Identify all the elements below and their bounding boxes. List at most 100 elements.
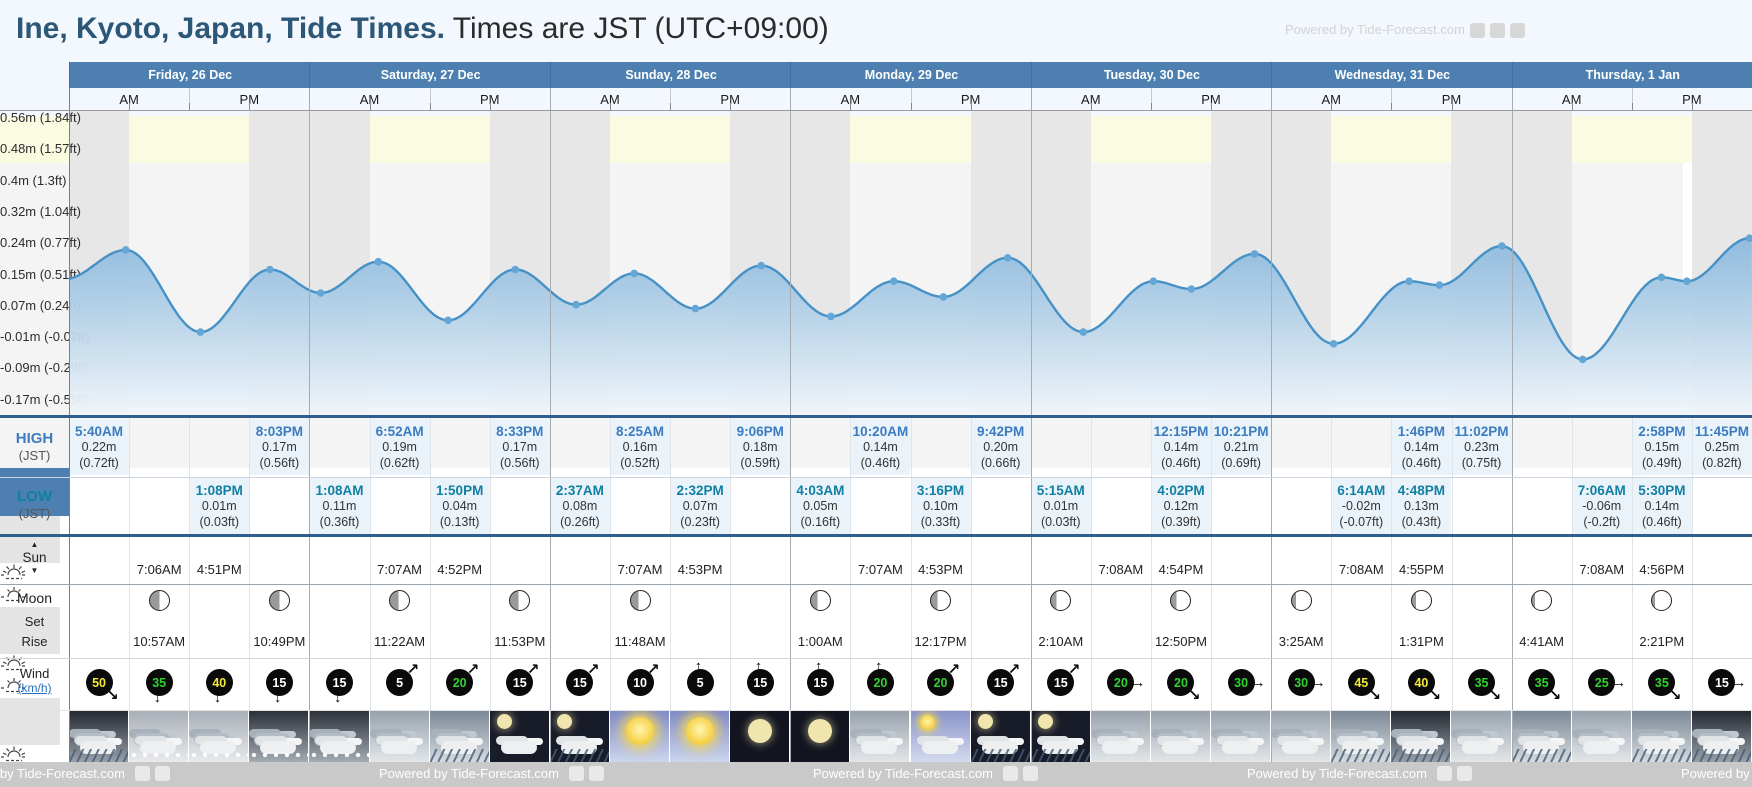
cloud-shape (921, 741, 958, 754)
wind-direction-arrow: ↘ (1668, 687, 1682, 704)
wind-speed-value: 15 (512, 675, 527, 690)
tide-point (572, 300, 580, 309)
weather-icon-cloudy (1090, 710, 1150, 762)
half-day-line (189, 88, 191, 110)
wind-speed-icon: 5 ↗ (386, 662, 419, 696)
moon-phase-icon (629, 590, 651, 611)
cloud-shape (1462, 741, 1499, 754)
quarter-tick (910, 103, 912, 110)
footer-powered-by-link[interactable]: Powered by Tide-Forecast.com (1681, 766, 1752, 781)
quarter-tick (730, 103, 732, 110)
day-header: Saturday, 27 Dec (309, 62, 551, 88)
day-boundary-line (1511, 88, 1513, 762)
social-icon[interactable] (1437, 766, 1452, 781)
social-icon[interactable] (1509, 23, 1525, 39)
social-icon[interactable] (1457, 766, 1472, 781)
wind-units-link[interactable]: (km/h) (17, 681, 52, 695)
tide-point (1149, 277, 1158, 285)
tide-high-cell: 5:40AM 0.22m (0.72ft) (69, 419, 130, 475)
wind-direction-arrow: ↘ (1488, 687, 1502, 704)
top-powered-by-text: Powered by Tide-Forecast.com (1285, 22, 1465, 37)
sun-sort-down-icon[interactable]: ▼ (30, 566, 39, 575)
tide-high-cell: 8:25AM 0.16m (0.52ft) (609, 419, 671, 475)
wind-direction-arrow: ↗ (947, 661, 961, 678)
wind-direction-arrow: ↘ (1548, 687, 1562, 704)
top-powered-by-link[interactable]: Powered by Tide-Forecast.com (1285, 22, 1525, 39)
tide-height-ft: (0.03ft) (199, 514, 240, 529)
tide-low-cell: 3:16PM 0.10m (0.33ft) (910, 478, 971, 534)
tide-point (1657, 273, 1666, 282)
wind-speed-value: 20 (873, 675, 888, 690)
quarter-line (730, 418, 732, 710)
moon-phase-icon (148, 590, 170, 611)
wind-direction-arrow: ↑ (754, 658, 763, 675)
weather-icon-snow (129, 710, 189, 762)
half-day-line (1150, 88, 1152, 110)
social-icon[interactable] (1003, 766, 1018, 781)
moon-phase-icon (1290, 590, 1312, 611)
tide-height-ft: (-0.07ft) (1339, 514, 1384, 529)
am-label: AM (600, 91, 620, 107)
social-icon[interactable] (155, 766, 170, 781)
tide-height-ft: (-0.2ft) (1583, 514, 1621, 529)
tide-time: 12:15PM (1153, 424, 1209, 439)
tide-height-ft: (0.46ft) (1161, 455, 1201, 470)
wind-direction-arrow: ↓ (273, 689, 282, 706)
tide-point (1079, 328, 1088, 336)
wind-speed-value: 15 (272, 675, 287, 690)
weather-icon-rain (1331, 710, 1391, 762)
wind-speed-icon: 20 ↘ (1167, 669, 1200, 703)
tide-high-cell: 12:15PM 0.14m (0.46ft) (1150, 419, 1212, 475)
rainfx-shape (1030, 749, 1090, 762)
footer-powered-by-link[interactable]: Powered by Tide-Forecast.com (0, 766, 125, 781)
tide-time: 1:08PM (195, 483, 243, 498)
tide-height-ft: (0.75ft) (1461, 455, 1502, 470)
quarter-line (1150, 418, 1152, 710)
tide-point (316, 289, 325, 297)
tide-low-cell: 1:08AM 0.11m (0.36ft) (309, 478, 370, 534)
tide-time: 9:06PM (736, 424, 784, 439)
social-icon[interactable] (569, 766, 584, 781)
wind-direction-arrow: ↗ (1007, 661, 1021, 678)
tide-time: 5:30PM (1638, 483, 1686, 498)
wind-speed-value: 20 (452, 675, 467, 690)
tide-point (1405, 277, 1413, 285)
social-icon[interactable] (135, 766, 150, 781)
row-label-high-tz: (JST) (18, 448, 51, 463)
wind-direction-arrow: ↗ (646, 661, 660, 678)
wind-direction-arrow: ↑ (814, 658, 823, 675)
y-axis-label: 0.56m (1.84ft) (0, 110, 81, 125)
sun-sort-up-icon[interactable]: ▲ (30, 540, 39, 549)
quarter-tick (1571, 103, 1573, 110)
tide-time: 4:48PM (1397, 483, 1446, 498)
social-icon[interactable] (1023, 766, 1038, 781)
moon-phase-icon (1050, 590, 1072, 611)
pm-label: PM (960, 91, 981, 107)
y-axis-label: 0.4m (1.3ft) (0, 172, 67, 188)
sunrise-time: 7:07AM (858, 562, 903, 577)
tide-point (196, 328, 205, 336)
rainfx-shape (1391, 749, 1451, 762)
moon-phase-icon (268, 590, 290, 611)
wind-speed-value: 15 (813, 675, 828, 690)
moonset-time: 11:53PM (494, 634, 546, 649)
footer-powered-by-link[interactable]: Powered by Tide-Forecast.com (379, 766, 559, 781)
sunset-time: 4:51PM (196, 562, 242, 577)
footer-powered-by-link[interactable]: Powered by Tide-Forecast.com (813, 766, 993, 781)
chart-bottom-rule (0, 415, 1752, 418)
snowfx-shape (129, 750, 189, 762)
social-icon[interactable] (1469, 23, 1485, 39)
quarter-line (1691, 418, 1693, 710)
social-icon[interactable] (589, 766, 604, 781)
moonrise-time: 12:17PM (914, 634, 967, 649)
tide-point (1187, 285, 1196, 293)
weather-icon-sunny (609, 710, 670, 762)
quarter-line (1631, 418, 1633, 710)
wind-speed-icon: 50 ↘ (85, 669, 119, 703)
y-axis-label: 0.48m (1.57ft) (0, 141, 81, 157)
footer-powered-by-link[interactable]: Powered by Tide-Forecast.com (1247, 766, 1427, 781)
social-icon[interactable] (1489, 23, 1505, 39)
tide-time: 2:37AM (555, 483, 604, 498)
wind-speed-value: 15 (753, 675, 768, 690)
weather-icon-cloudy (1571, 710, 1631, 762)
